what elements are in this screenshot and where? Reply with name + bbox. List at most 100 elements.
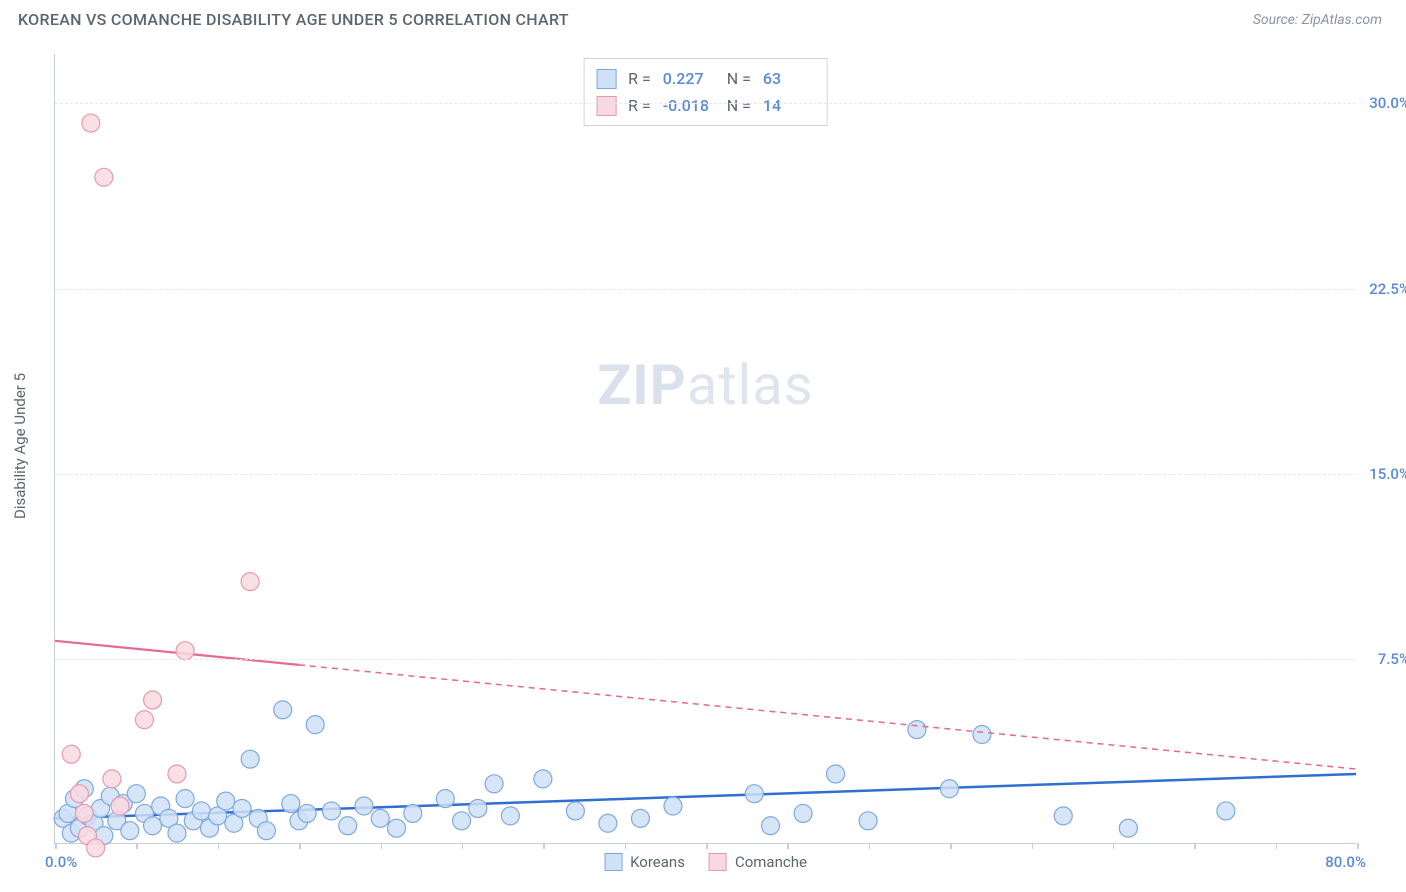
chart-title: KOREAN VS COMANCHE DISABILITY AGE UNDER … xyxy=(18,10,569,29)
grid-line xyxy=(55,289,1356,290)
data-point[interactable] xyxy=(121,822,139,840)
data-point[interactable] xyxy=(274,701,292,719)
data-point[interactable] xyxy=(62,745,80,763)
scatter-plot-svg xyxy=(55,54,1356,843)
data-point[interactable] xyxy=(298,804,316,822)
data-point[interactable] xyxy=(794,804,812,822)
x-tick xyxy=(1357,843,1359,849)
data-point[interactable] xyxy=(940,780,958,798)
y-tick-label: 7.5% xyxy=(1360,650,1406,668)
x-tick xyxy=(787,843,789,849)
data-point[interactable] xyxy=(371,809,389,827)
regression-line-dashed xyxy=(299,665,1356,769)
x-tick xyxy=(706,843,708,849)
y-tick-label: 15.0% xyxy=(1360,465,1406,483)
data-point[interactable] xyxy=(485,775,503,793)
data-point[interactable] xyxy=(501,807,519,825)
data-point[interactable] xyxy=(257,822,275,840)
x-tick xyxy=(136,843,138,849)
data-point[interactable] xyxy=(388,819,406,837)
data-point[interactable] xyxy=(241,573,259,591)
x-tick xyxy=(950,843,952,849)
data-point[interactable] xyxy=(1217,802,1235,820)
y-axis-title: Disability Age Under 5 xyxy=(11,373,29,519)
data-point[interactable] xyxy=(103,770,121,788)
series-legend-label: Koreans xyxy=(630,853,685,871)
data-point[interactable] xyxy=(144,817,162,835)
x-tick xyxy=(1032,843,1034,849)
data-point[interactable] xyxy=(217,792,235,810)
data-point[interactable] xyxy=(282,795,300,813)
x-tick xyxy=(625,843,627,849)
legend-n-value: 14 xyxy=(763,92,815,119)
data-point[interactable] xyxy=(664,797,682,815)
legend-swatch xyxy=(604,853,622,871)
legend-r-label: R = xyxy=(628,92,651,119)
data-point[interactable] xyxy=(1119,819,1137,837)
legend-swatch xyxy=(596,69,616,89)
data-point[interactable] xyxy=(233,799,251,817)
x-tick xyxy=(218,843,220,849)
series-legend-item: Comanche xyxy=(709,853,807,871)
data-point[interactable] xyxy=(631,809,649,827)
data-point[interactable] xyxy=(1054,807,1072,825)
data-point[interactable] xyxy=(168,765,186,783)
data-point[interactable] xyxy=(176,642,194,660)
data-point[interactable] xyxy=(111,797,129,815)
data-point[interactable] xyxy=(127,785,145,803)
data-point[interactable] xyxy=(355,797,373,815)
data-point[interactable] xyxy=(144,691,162,709)
data-point[interactable] xyxy=(82,114,100,132)
data-point[interactable] xyxy=(453,812,471,830)
legend-n-value: 63 xyxy=(763,65,815,92)
data-point[interactable] xyxy=(908,721,926,739)
data-point[interactable] xyxy=(75,804,93,822)
plot-area: ZIPatlas R =0.227N =63R =-0.018N =14 0.0… xyxy=(54,54,1356,844)
legend-swatch xyxy=(596,96,616,116)
legend-n-label: N = xyxy=(727,92,751,119)
y-tick-label: 30.0% xyxy=(1360,94,1406,112)
data-point[interactable] xyxy=(599,814,617,832)
data-point[interactable] xyxy=(436,790,454,808)
x-tick xyxy=(462,843,464,849)
data-point[interactable] xyxy=(859,812,877,830)
x-tick xyxy=(55,843,57,849)
x-axis-min-label: 0.0% xyxy=(45,853,77,871)
legend-n-label: N = xyxy=(727,65,751,92)
data-point[interactable] xyxy=(176,790,194,808)
data-point[interactable] xyxy=(135,711,153,729)
data-point[interactable] xyxy=(534,770,552,788)
grid-line xyxy=(55,474,1356,475)
data-point[interactable] xyxy=(95,168,113,186)
data-point[interactable] xyxy=(241,750,259,768)
data-point[interactable] xyxy=(168,824,186,842)
legend-r-value: 0.227 xyxy=(663,65,715,92)
data-point[interactable] xyxy=(192,802,210,820)
legend-r-label: R = xyxy=(628,65,651,92)
x-tick xyxy=(1113,843,1115,849)
data-point[interactable] xyxy=(762,817,780,835)
series-legend-label: Comanche xyxy=(735,853,807,871)
data-point[interactable] xyxy=(70,785,88,803)
data-point[interactable] xyxy=(404,804,422,822)
legend-row: R = 0.227 N = 63 xyxy=(596,65,815,92)
x-tick xyxy=(381,843,383,849)
correlation-legend: R = 0.227 N = 63 R = -0.018 N = 14 xyxy=(583,58,828,126)
data-point[interactable] xyxy=(973,726,991,744)
data-point[interactable] xyxy=(469,799,487,817)
legend-r-value: -0.018 xyxy=(663,92,715,119)
data-point[interactable] xyxy=(566,802,584,820)
data-point[interactable] xyxy=(322,802,340,820)
x-tick xyxy=(1276,843,1278,849)
source-attribution: Source: ZipAtlas.com xyxy=(1253,12,1382,28)
grid-line xyxy=(55,103,1356,104)
x-tick xyxy=(543,843,545,849)
data-point[interactable] xyxy=(339,817,357,835)
series-legend-item: Koreans xyxy=(604,853,685,871)
x-axis-max-label: 80.0% xyxy=(1325,853,1366,871)
series-legend: Koreans Comanche xyxy=(604,853,807,871)
data-point[interactable] xyxy=(827,765,845,783)
data-point[interactable] xyxy=(306,716,324,734)
data-point[interactable] xyxy=(745,785,763,803)
data-point[interactable] xyxy=(87,839,105,857)
